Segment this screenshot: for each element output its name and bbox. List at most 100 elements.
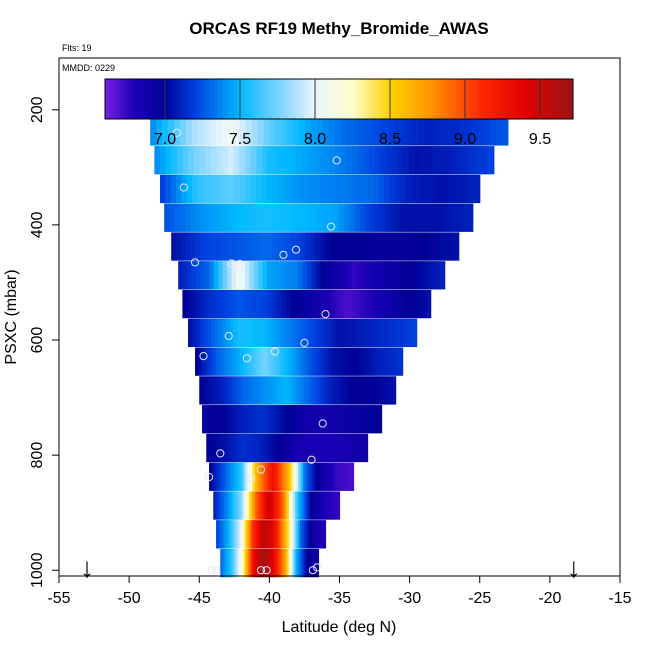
curtain-cell [284, 261, 290, 290]
curtain-cell [448, 146, 455, 175]
curtain-cell [274, 462, 278, 491]
curtain-cell [186, 174, 193, 204]
curtain-cell [205, 146, 212, 175]
curtain-cell [426, 289, 432, 319]
curtain-cell [230, 520, 234, 549]
curtain-cell [217, 520, 221, 549]
curtain-cell [297, 491, 301, 520]
curtain-cell [218, 462, 222, 491]
colorbar-swatch [136, 79, 141, 119]
curtain-cell [312, 462, 316, 491]
sample-point [242, 354, 251, 363]
curtain-cell [275, 548, 279, 578]
colorbar-swatch [463, 79, 469, 119]
curtain-cell [272, 491, 275, 520]
curtain-cell [227, 117, 235, 146]
curtain-cell [228, 491, 231, 520]
curtain-cell [393, 289, 399, 319]
colorbar-swatch [268, 79, 274, 119]
curtain-cell [270, 520, 274, 549]
colorbar-swatch [124, 79, 129, 119]
curtain-cell [329, 318, 334, 348]
curtain-cell [252, 318, 258, 348]
curtain-cell [351, 174, 358, 204]
curtain-cell [357, 405, 362, 434]
curtain-cell [367, 318, 372, 348]
curtain-cell [280, 548, 284, 578]
colorbar-swatch [424, 79, 430, 119]
curtain-cell [256, 203, 263, 232]
curtain-cell [223, 548, 226, 578]
flight-markers: ↓ ↓ [80, 552, 581, 583]
curtain-cell [444, 232, 450, 261]
curtain-cell [197, 174, 204, 204]
curtain-cell [264, 347, 269, 376]
curtain-cell [267, 520, 270, 549]
curtain-cell [356, 376, 361, 405]
curtain-cell [348, 318, 353, 348]
x-tick-label: -35 [328, 590, 351, 607]
curtain-cell [305, 433, 310, 463]
curtain-cell [418, 117, 425, 146]
curtain-cell [287, 520, 290, 549]
curtain-cell [321, 433, 326, 463]
colorbar-swatch [417, 79, 422, 119]
curtain-cell [298, 347, 303, 376]
curtain-cell [310, 232, 316, 261]
curtain-cell [307, 548, 310, 578]
curtain-cell [200, 261, 206, 290]
curtain-cell [351, 261, 357, 290]
curtain-cell [300, 548, 303, 578]
colorbar-swatch [159, 79, 164, 119]
curtain-cell [324, 261, 330, 290]
curtain-cell [230, 462, 234, 491]
curtain-cell [364, 347, 369, 376]
curtain-cell [219, 520, 223, 549]
curtain-cell [311, 548, 315, 578]
curtain-cell [244, 261, 250, 290]
curtain-cell [236, 289, 241, 319]
curtain-cell [374, 146, 382, 175]
curtain-cell [198, 289, 204, 319]
curtain-cell [239, 117, 247, 146]
curtain-cell [430, 117, 437, 146]
colorbar-swatch [530, 79, 535, 119]
curtain-cell [250, 520, 254, 549]
colorbar-swatch [315, 79, 320, 119]
curtain-cell [270, 491, 273, 520]
curtain-cell [303, 520, 307, 549]
curtain-cell [267, 146, 274, 175]
curtain-cell [253, 261, 259, 290]
curtain-cell [463, 174, 470, 204]
curtain-cell [254, 520, 257, 549]
curtain-cell [371, 347, 376, 376]
curtain-cell [300, 462, 304, 491]
curtain-cell [187, 261, 193, 290]
curtain-cell [409, 289, 415, 319]
curtain-cell [287, 117, 294, 146]
colorbar-swatch [214, 79, 219, 119]
curtain-cell [287, 318, 292, 348]
curtain-cell [229, 174, 236, 204]
curtain-cell [281, 376, 285, 405]
curtain-cell [411, 203, 417, 232]
curtain-cell [399, 174, 406, 204]
curtain-cell [369, 376, 374, 405]
colorbar-swatch [222, 79, 227, 119]
colorbar-tick-label: 8.5 [379, 131, 401, 148]
curtain-cell [316, 433, 320, 463]
curtain-cell [168, 117, 175, 146]
curtain-cell [272, 520, 276, 549]
colorbar-swatch [479, 79, 484, 119]
curtain-cell [313, 433, 318, 463]
curtain-cell [300, 405, 305, 434]
sample-point [216, 449, 225, 458]
curtain-cell [281, 520, 285, 549]
curtain-cell [293, 491, 296, 520]
colorbar-swatch [510, 79, 515, 119]
curtain-cell [275, 117, 282, 146]
curtain-cell [247, 462, 251, 491]
curtain-cell [425, 146, 433, 175]
curtain-cell [333, 405, 338, 434]
curtain-cell [322, 491, 326, 520]
